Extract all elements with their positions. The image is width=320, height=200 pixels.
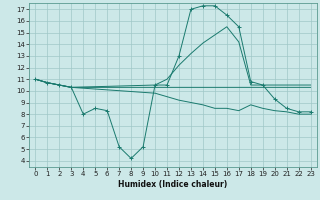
X-axis label: Humidex (Indice chaleur): Humidex (Indice chaleur): [118, 180, 228, 189]
